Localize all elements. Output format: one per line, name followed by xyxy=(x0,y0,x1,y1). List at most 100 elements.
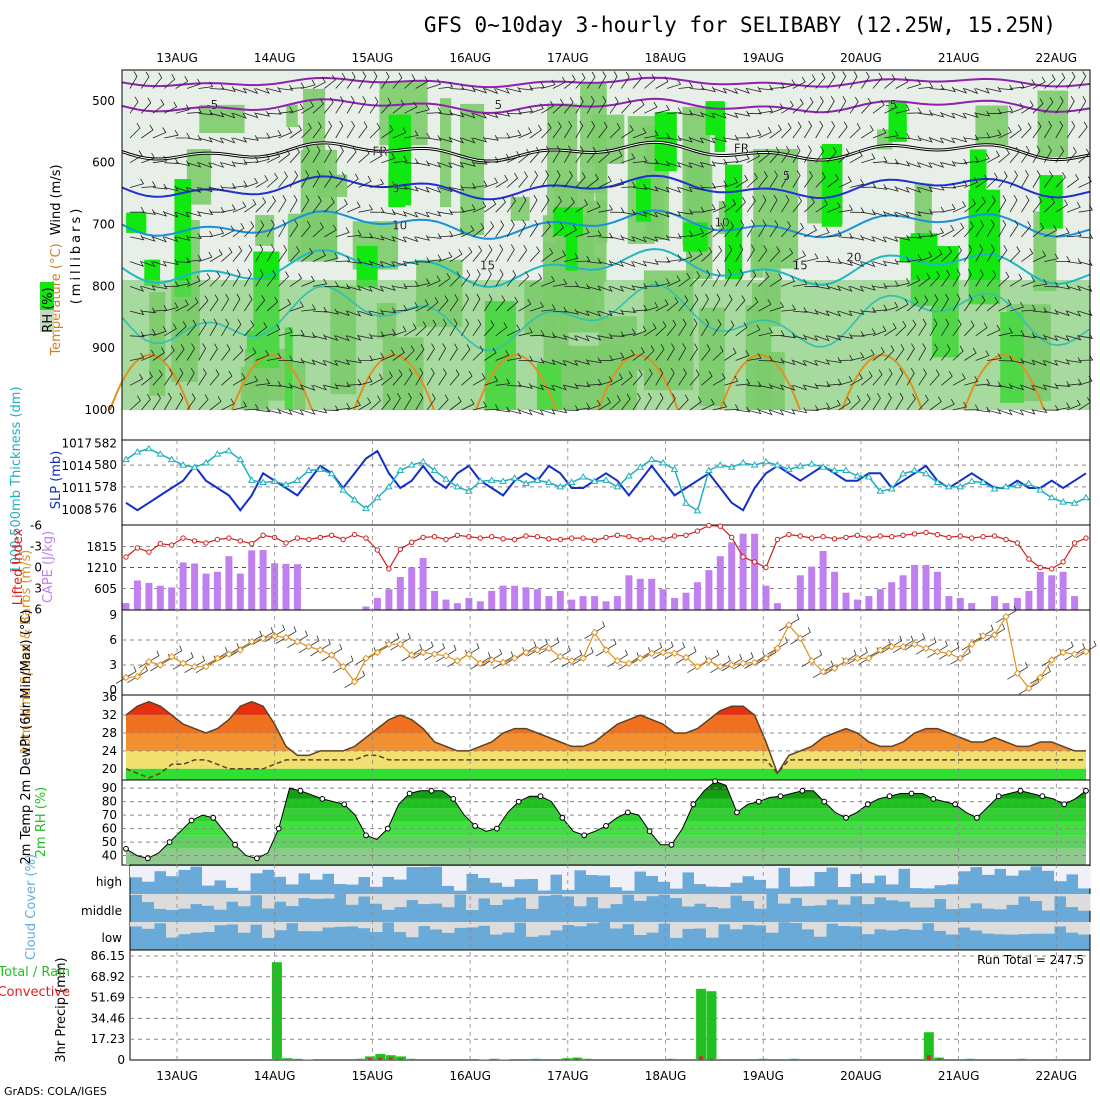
wind-barb xyxy=(1009,146,1020,163)
wind-barb xyxy=(586,201,601,213)
wind-barb xyxy=(746,172,758,188)
wind-barb xyxy=(1032,121,1042,139)
contour-25 xyxy=(109,354,191,411)
wind-barb xyxy=(529,146,540,163)
wind-barb xyxy=(872,369,883,386)
wind10-barb xyxy=(607,649,628,668)
wind-barb xyxy=(358,310,373,317)
rh-label-text: RH (%) xyxy=(41,287,56,332)
wind-barb xyxy=(838,176,852,188)
thickness-point xyxy=(807,460,816,467)
cloud-gap xyxy=(1066,866,1079,875)
wind-barb xyxy=(895,76,909,89)
wind-barb xyxy=(483,294,493,312)
wind-barb xyxy=(929,161,945,168)
wind-barb xyxy=(792,360,807,367)
li-point xyxy=(180,535,186,541)
cloud-gap xyxy=(430,922,443,930)
wind-barb xyxy=(1021,276,1036,287)
rh-point xyxy=(581,832,588,839)
wind-barb xyxy=(701,318,710,337)
wind-barb xyxy=(461,398,475,411)
wind-barb xyxy=(1067,230,1082,238)
wind10-barb xyxy=(812,660,834,679)
wind10-barb xyxy=(904,633,926,651)
wind-barb xyxy=(781,220,791,238)
cape-bar xyxy=(419,558,427,610)
cloud-gap xyxy=(190,894,203,905)
thickness-tick: 576 xyxy=(94,502,117,516)
wind-barb xyxy=(884,258,899,265)
cloud-gap xyxy=(322,922,335,928)
wind-barb xyxy=(472,136,488,143)
rh-point xyxy=(843,814,849,821)
wind-barb xyxy=(381,328,396,337)
thickness-point xyxy=(796,462,805,469)
wind-barb xyxy=(415,344,425,361)
wind-barb xyxy=(312,195,322,213)
cloud-gap xyxy=(322,894,335,899)
wind-barb xyxy=(518,219,527,238)
wind-barb xyxy=(587,357,602,364)
wind-barb xyxy=(964,156,979,164)
wind-barb xyxy=(438,318,447,337)
rh-block xyxy=(975,105,1009,146)
wind-barb xyxy=(483,268,492,287)
wind-barb xyxy=(449,161,465,168)
wind-barb xyxy=(244,135,259,141)
li-point xyxy=(626,534,632,540)
wind-barb xyxy=(244,88,259,95)
wind-barb xyxy=(438,81,454,89)
wind-barb xyxy=(906,275,921,287)
thickness-point xyxy=(727,463,736,470)
thickness-point xyxy=(933,478,942,485)
wind-barb xyxy=(129,96,139,114)
thickness-point xyxy=(944,482,953,490)
wind-barb xyxy=(1021,79,1036,89)
wind-barb xyxy=(815,402,831,411)
wind-barb xyxy=(986,270,997,287)
li-point xyxy=(134,545,141,551)
thickness-point xyxy=(853,471,862,479)
wind10-point xyxy=(945,649,953,658)
wind-barb xyxy=(392,72,403,89)
wind-barb xyxy=(929,84,945,91)
cloud-gap xyxy=(634,922,647,935)
wind-barb xyxy=(278,271,290,287)
cloud-gap xyxy=(1042,922,1055,934)
cloud-gap xyxy=(862,894,875,905)
wind-barb xyxy=(861,393,871,411)
wind-barb xyxy=(826,95,835,114)
wind-barb xyxy=(381,209,396,216)
wind-barb xyxy=(735,378,751,386)
thickness-point xyxy=(1047,493,1056,501)
cape-bar xyxy=(282,563,290,610)
rh-bright-block xyxy=(821,143,843,227)
cloud-gap xyxy=(982,894,995,909)
wind-barb xyxy=(918,343,927,361)
precip-convective-bar xyxy=(357,1059,362,1060)
wind10-point xyxy=(133,672,142,681)
cloud-gap xyxy=(706,866,719,887)
wind-barb xyxy=(678,230,694,238)
wind-barb xyxy=(1021,384,1036,391)
wind-barb xyxy=(872,260,888,267)
wind-barb xyxy=(575,255,591,262)
cloud-gap xyxy=(1006,866,1019,876)
wind-barb xyxy=(438,394,449,411)
cloud-gap xyxy=(766,866,779,889)
cape-bar xyxy=(636,578,644,610)
wind-barb xyxy=(678,343,687,361)
li-point xyxy=(1083,535,1089,541)
cloud-label: Cloud Cover (%) xyxy=(24,854,39,960)
cloud-gap xyxy=(406,866,419,868)
cloud-gap xyxy=(478,894,491,899)
wind10-point xyxy=(625,659,633,668)
cloud-gap xyxy=(754,866,767,880)
wind-barb xyxy=(781,122,792,139)
wind-barb xyxy=(872,392,881,411)
wind10-point xyxy=(225,650,233,658)
wind-barb xyxy=(792,250,807,262)
cape-bar xyxy=(739,533,747,610)
